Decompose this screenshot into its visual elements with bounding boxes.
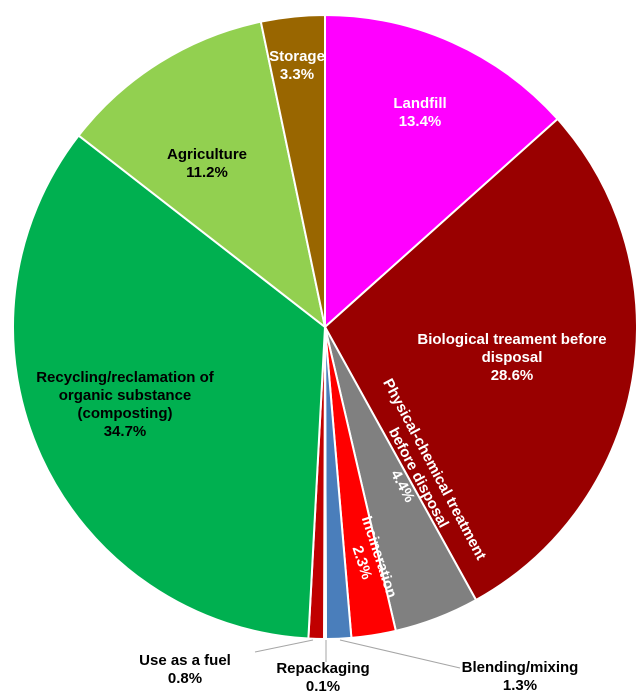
- pie-slice: [259, 13, 326, 328]
- category-label: Landfill: [393, 95, 447, 112]
- slice-label: Biological treament before disposal 28.6%: [417, 331, 607, 385]
- category-label: Storage: [269, 48, 325, 65]
- slice-label: Blending/mixing 1.3%: [435, 659, 605, 695]
- value-label: 3.3%: [279, 66, 315, 83]
- slice-label: Storage 3.3%: [257, 48, 337, 84]
- slice-label: Recycling/reclamation of organic substan…: [10, 369, 240, 441]
- slice-label: Agriculture 11.2%: [147, 146, 267, 182]
- category-label: Use as a fuel: [139, 652, 231, 669]
- pie-slice: [324, 13, 559, 330]
- leader-line: [339, 639, 461, 669]
- slice-label: Landfill 13.4%: [360, 95, 480, 131]
- value-label: 1.3%: [502, 677, 538, 694]
- value-label: 0.1%: [305, 678, 341, 695]
- leader-line: [254, 639, 314, 653]
- value-label: 11.2%: [186, 164, 228, 181]
- category-label: Biological treament before disposal: [417, 331, 607, 366]
- pie-slice: [77, 20, 327, 330]
- value-label: 0.8%: [167, 670, 203, 687]
- category-label: Repackaging: [276, 660, 370, 677]
- category-label: Recycling/reclamation of organic substan…: [36, 369, 214, 422]
- category-label: Blending/mixing: [461, 659, 579, 676]
- value-label: 34.7%: [103, 423, 147, 440]
- pie-slice: [12, 134, 327, 640]
- slice-label: Repackaging 0.1%: [258, 660, 388, 696]
- slice-label: Use as a fuel 0.8%: [115, 652, 255, 688]
- value-label: 13.4%: [398, 113, 442, 130]
- category-label: Agriculture: [166, 146, 247, 163]
- value-label: 28.6%: [490, 367, 534, 384]
- pie-slice: [323, 117, 636, 602]
